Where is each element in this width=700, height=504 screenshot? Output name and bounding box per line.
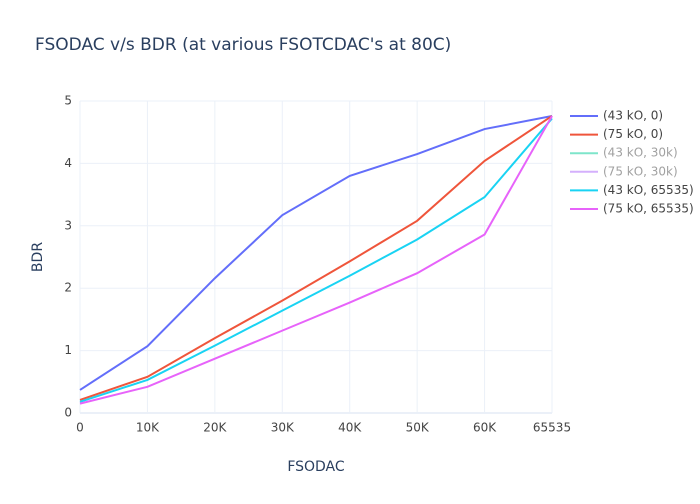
y-tick-label: 0 <box>64 406 72 420</box>
chart-title: FSODAC v/s BDR (at various FSOTCDAC's at… <box>35 35 451 55</box>
legend-label[interactable]: (43 kO, 0) <box>603 109 663 123</box>
x-tick-label: 0 <box>76 421 84 435</box>
y-axis-title: BDR <box>30 242 46 272</box>
x-tick-label: 40K <box>338 421 362 435</box>
x-axis-title: FSODAC <box>287 459 345 475</box>
legend-label[interactable]: (75 kO, 65535) <box>603 202 694 216</box>
y-tick-label: 4 <box>64 156 72 170</box>
legend-label[interactable]: (75 kO, 30k) <box>603 164 678 178</box>
y-tick-label: 5 <box>64 94 72 108</box>
y-tick-label: 3 <box>64 218 72 232</box>
y-tick-label: 1 <box>64 343 72 357</box>
x-tick-label: 10K <box>136 421 160 435</box>
x-tick-label: 50K <box>406 421 430 435</box>
line-series <box>79 115 553 405</box>
y-tick-label: 2 <box>64 281 72 295</box>
legend-label[interactable]: (75 kO, 0) <box>603 127 663 141</box>
line-series <box>79 114 553 391</box>
line-series <box>79 117 553 403</box>
legend-label[interactable]: (43 kO, 30k) <box>603 146 678 160</box>
x-tick-label: 30K <box>271 421 295 435</box>
line-series <box>79 115 553 401</box>
x-tick-label: 20K <box>203 421 227 435</box>
x-tick-label: 60K <box>473 421 497 435</box>
x-tick-label: 65535 <box>533 421 571 435</box>
legend-label[interactable]: (43 kO, 65535) <box>603 183 694 197</box>
